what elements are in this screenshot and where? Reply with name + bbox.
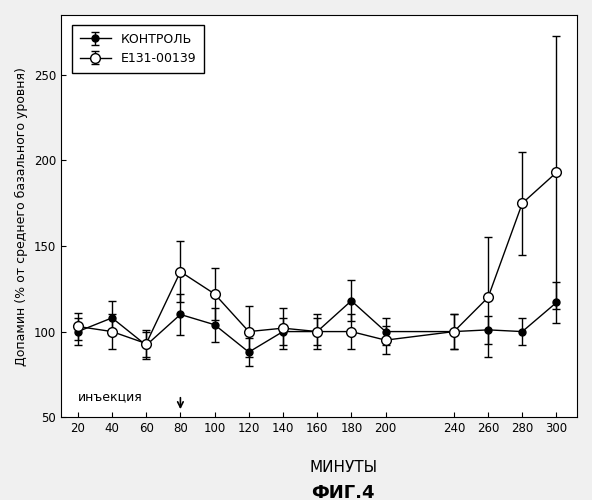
Text: ФИГ.4: ФИГ.4 — [311, 484, 375, 500]
Legend: КОНТРОЛЬ, E131-00139: КОНТРОЛЬ, E131-00139 — [72, 26, 204, 72]
Text: МИНУТЫ: МИНУТЫ — [309, 460, 378, 475]
X-axis label: МИНУТЫ: МИНУТЫ — [0, 499, 1, 500]
Text: инъекция: инъекция — [78, 390, 143, 403]
Y-axis label: Допамин (% от среднего базального уровня): Допамин (% от среднего базального уровня… — [15, 66, 28, 366]
